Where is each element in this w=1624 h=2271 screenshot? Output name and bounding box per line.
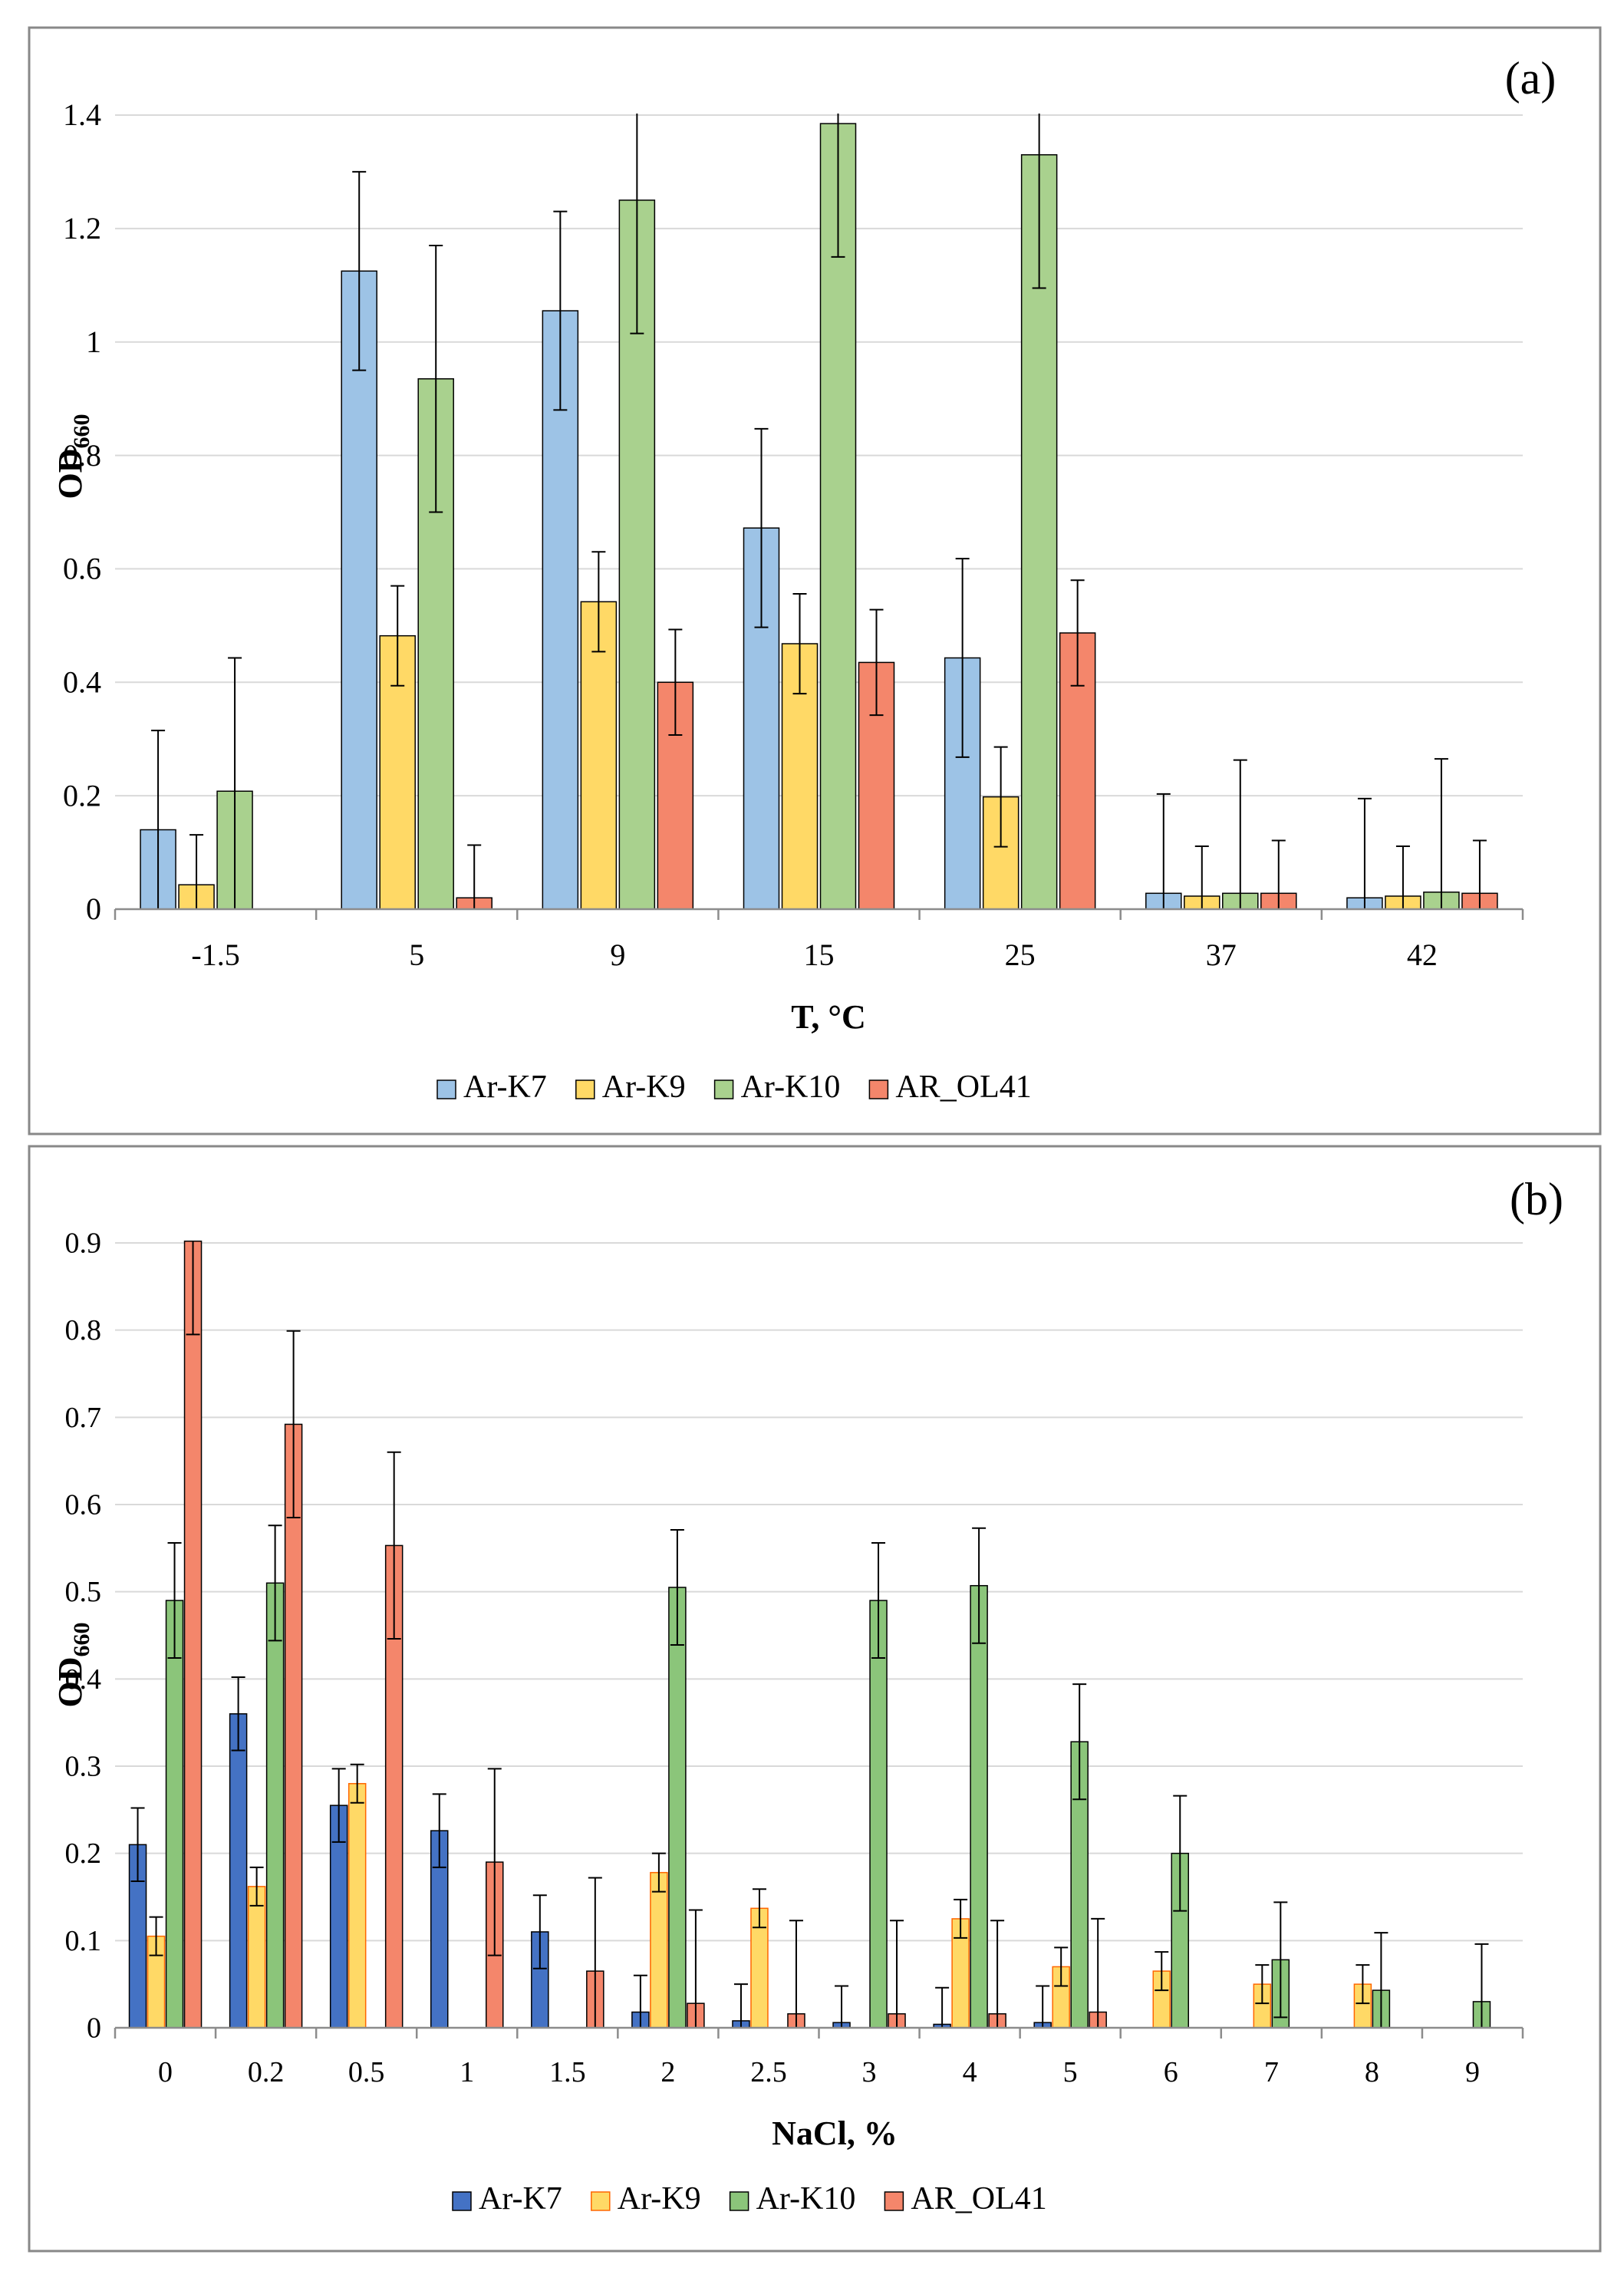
x-tick-label: 7 [1264, 2056, 1279, 2088]
y-tick-label: 0.9 [65, 1228, 102, 1260]
y-tick-label: 0.4 [63, 664, 101, 699]
legend-swatch-ar-k7 [436, 1079, 456, 1099]
panel-a-error-bars [151, 114, 1487, 909]
x-tick-label: 3 [862, 2056, 877, 2088]
panel-b-x-axis [114, 2026, 1524, 2039]
legend-swatch-ar-ol41 [884, 2191, 904, 2211]
y-tick-label: 0 [86, 892, 101, 926]
y-tick-label: 0.8 [65, 1314, 102, 1346]
panel-b-x-axis-title: NaCl, % [772, 2114, 898, 2152]
bar-ar-k9 [247, 1886, 266, 2029]
x-tick-label: 9 [1465, 2056, 1480, 2088]
bar-ar-k9 [348, 1782, 367, 2029]
legend-label-ar-ol41: AR_OL41 [895, 1070, 1031, 1105]
y-tick-label: 0.6 [65, 1489, 102, 1521]
bar-ar-k9 [650, 1871, 668, 2029]
panel-b-x-tick-labels: 0 0.2 0.5 1 1.5 2 2.5 3 4 5 6 7 8 9 [158, 2056, 1480, 2088]
y-tick-label: 0.8 [63, 438, 101, 473]
x-tick-label: 6 [1164, 2056, 1178, 2088]
y-tick-label: 0.5 [65, 1576, 102, 1608]
panel-b-error-bars [130, 1241, 1489, 2028]
bar-ar-k10 [165, 1600, 184, 2029]
legend-label-ar-k10: Ar-K10 [741, 1070, 841, 1105]
panel-b-y-tick-labels: 0 0.1 0.2 0.3 0.4 0.5 0.6 0.7 0.8 0.9 [65, 1228, 102, 2045]
legend-swatch-ar-k9 [575, 1079, 595, 1099]
y-tick-label: 0.2 [63, 778, 101, 812]
legend-label-ar-k10: Ar-K10 [756, 2181, 856, 2217]
panel-a-y-axis-title: OD660 [51, 414, 94, 499]
y-tick-label: 1 [86, 325, 101, 359]
bar-ar-k10 [970, 1584, 988, 2029]
panel-b-y-axis-title-subscript: 660 [69, 1623, 94, 1657]
panel-b-legend: Ar-K7 Ar-K9 Ar-K10 AR_OL41 [452, 2181, 1047, 2217]
y-tick-label: 0.2 [65, 1838, 102, 1870]
legend-swatch-ar-k10 [713, 1079, 734, 1099]
x-tick-label: 1 [460, 2056, 474, 2088]
legend-swatch-ar-k7 [452, 2191, 472, 2211]
panel-a-legend: Ar-K7 Ar-K9 Ar-K10 AR_OL41 [436, 1070, 1032, 1105]
legend-label-ar-k9: Ar-K9 [602, 1070, 686, 1105]
x-tick-label: 4 [963, 2056, 977, 2088]
panel-b-y-axis-title: OD660 [51, 1623, 94, 1708]
legend-label-ar-k7: Ar-K7 [463, 1070, 547, 1105]
x-tick-label: 5 [409, 938, 424, 972]
y-tick-label: 0.3 [65, 1751, 102, 1783]
legend-swatch-ar-k10 [729, 2191, 749, 2211]
bar-ar-k10 [869, 1600, 888, 2029]
y-tick-label: 0.7 [65, 1402, 102, 1434]
panel-b-label: (b) [1510, 1174, 1563, 1224]
panel-b-y-axis-title-main: OD [51, 1657, 89, 1708]
x-tick-label: 15 [804, 938, 835, 972]
panel-a-label: (a) [1505, 53, 1556, 104]
x-tick-label: 0.5 [348, 2056, 385, 2088]
x-tick-label: 5 [1063, 2056, 1078, 2088]
legend-swatch-ar-k9 [591, 2191, 611, 2211]
panel-a-x-tick-labels: -1.5 5 9 15 25 37 42 [191, 938, 1438, 972]
bar-ar-ol41 [183, 1240, 203, 2029]
panel-a-x-axis [114, 908, 1524, 920]
x-tick-label: 8 [1365, 2056, 1379, 2088]
legend-swatch-ar-ol41 [868, 1079, 889, 1099]
bar-ar-k10 [265, 1582, 285, 2029]
bar-ar-k7 [229, 1713, 248, 2029]
legend-label-ar-k9: Ar-K9 [618, 2181, 701, 2217]
x-tick-label: 2 [660, 2056, 675, 2088]
x-tick-label: 0 [158, 2056, 173, 2088]
x-tick-label: 1.5 [549, 2056, 586, 2088]
panel-a-frame [28, 26, 1602, 1136]
panel-b-bars [128, 1240, 1491, 2029]
y-tick-label: 0.6 [63, 552, 101, 586]
x-tick-label: -1.5 [191, 938, 239, 972]
y-tick-label: 1.4 [63, 97, 101, 132]
y-tick-label: 0.4 [65, 1663, 102, 1696]
legend-label-ar-ol41: AR_OL41 [911, 2181, 1046, 2217]
panel-b-gridlines [115, 1242, 1523, 1942]
x-tick-label: 42 [1407, 938, 1438, 972]
x-tick-label: 37 [1206, 938, 1237, 972]
x-tick-label: 9 [610, 938, 625, 972]
x-tick-label: 2.5 [750, 2056, 787, 2088]
x-tick-label: 0.2 [248, 2056, 285, 2088]
panel-b: (b) 0 0.1 0.2 0.3 0.4 0.5 0.6 0.7 0.8 0.9 0 0.2 0.5… [28, 1145, 1602, 2253]
bar-ar-k10 [668, 1587, 687, 2029]
panel-a-y-axis-title-subscript: 660 [69, 414, 94, 449]
x-tick-label: 25 [1005, 938, 1036, 972]
bar-ar-k9 [580, 601, 618, 910]
y-tick-label: 1.2 [63, 211, 101, 246]
y-tick-label: 0.1 [65, 1925, 102, 1957]
legend-label-ar-k7: Ar-K7 [479, 2181, 562, 2217]
panel-a-x-axis-title: T, °C [791, 998, 865, 1036]
panel-a-y-tick-labels: 0 0.2 0.4 0.6 0.8 1 1.2 1.4 [63, 97, 101, 926]
panel-a-y-axis-title-main: OD [51, 449, 89, 499]
y-tick-label: 0 [87, 2012, 101, 2045]
panel-a: (a) 00.20.40.60.811.21.4 -1.5 5 9 15 25 37 42 … [28, 26, 1602, 1136]
